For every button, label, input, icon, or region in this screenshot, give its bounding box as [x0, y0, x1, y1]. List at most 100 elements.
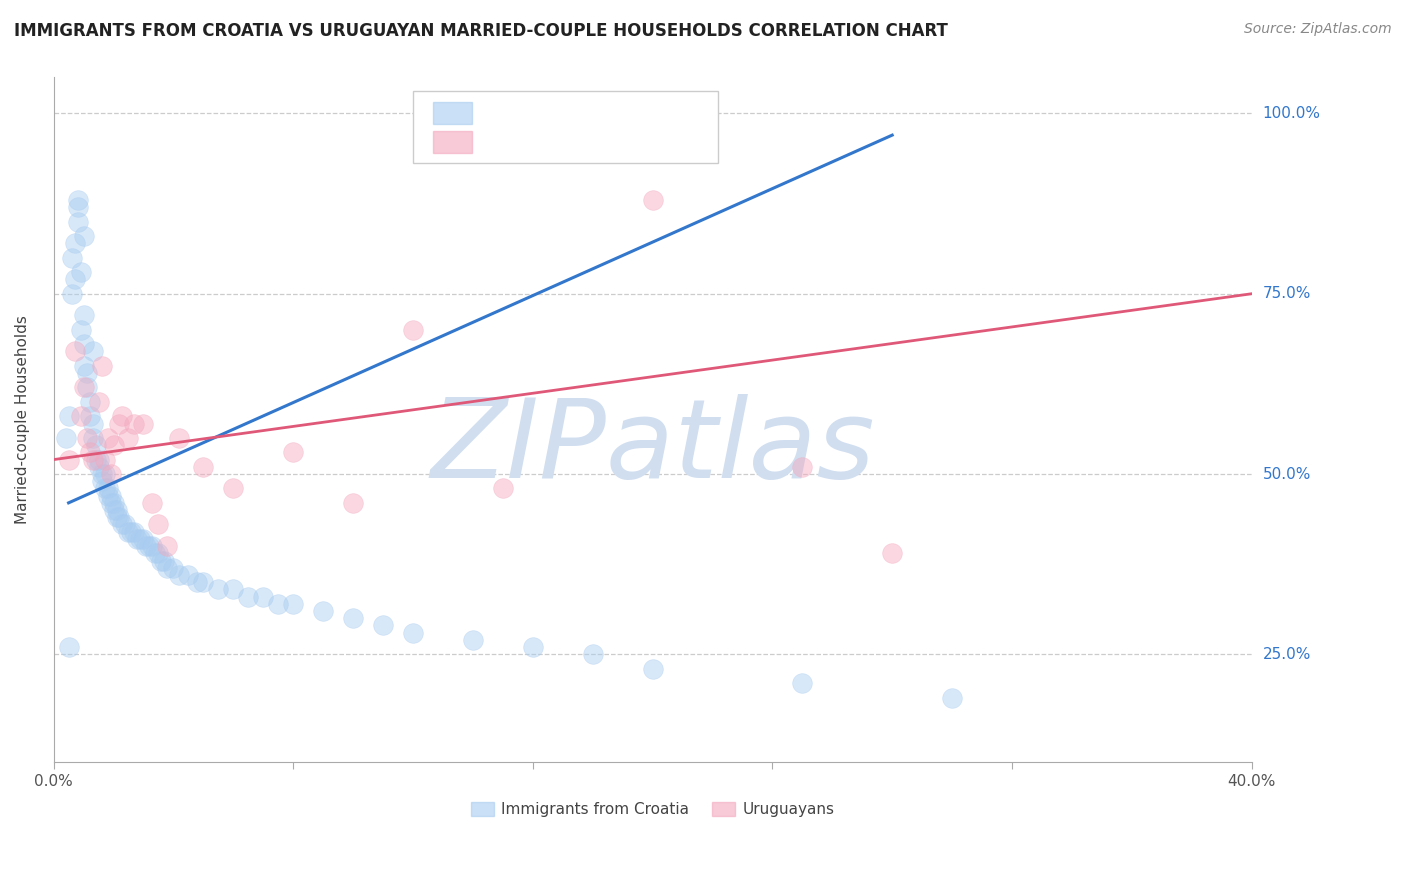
- Point: [76, 366, 98, 380]
- Point: [58, 452, 80, 467]
- Point: [641, 662, 664, 676]
- Point: [72, 309, 94, 323]
- Point: [941, 690, 963, 705]
- Point: [93, 482, 115, 496]
- Text: 50.0%: 50.0%: [1263, 467, 1310, 482]
- Point: [87, 459, 110, 474]
- Point: [79, 445, 101, 459]
- Text: N = 77: N = 77: [574, 103, 638, 122]
- Point: [117, 524, 139, 539]
- Point: [111, 409, 134, 424]
- Text: 75.0%: 75.0%: [1263, 286, 1310, 301]
- Point: [103, 503, 125, 517]
- Point: [792, 676, 814, 690]
- Point: [283, 597, 305, 611]
- Point: [492, 482, 515, 496]
- Point: [96, 431, 118, 445]
- Point: [148, 546, 170, 560]
- Point: [252, 590, 274, 604]
- Point: [87, 395, 110, 409]
- Point: [186, 575, 208, 590]
- Point: [60, 251, 83, 265]
- Point: [177, 568, 200, 582]
- Point: [72, 359, 94, 373]
- Point: [124, 417, 146, 431]
- Point: [222, 582, 245, 597]
- Point: [129, 532, 152, 546]
- Point: [76, 380, 98, 394]
- Point: [84, 452, 107, 467]
- Point: [69, 409, 91, 424]
- Point: [342, 611, 364, 625]
- FancyBboxPatch shape: [433, 131, 471, 153]
- Text: R = 0.436: R = 0.436: [484, 133, 578, 151]
- Point: [135, 539, 157, 553]
- Point: [222, 482, 245, 496]
- Point: [66, 200, 89, 214]
- Point: [82, 431, 104, 445]
- Point: [66, 214, 89, 228]
- Point: [63, 272, 86, 286]
- Text: ZIPatlas: ZIPatlas: [430, 394, 875, 500]
- Point: [169, 568, 191, 582]
- Point: [522, 640, 544, 654]
- Point: [84, 438, 107, 452]
- Point: [96, 489, 118, 503]
- Point: [193, 459, 215, 474]
- Point: [58, 409, 80, 424]
- Point: [93, 467, 115, 481]
- Point: [63, 344, 86, 359]
- Point: [641, 193, 664, 207]
- Point: [193, 575, 215, 590]
- Point: [207, 582, 229, 597]
- Point: [145, 546, 167, 560]
- Point: [90, 359, 112, 373]
- Point: [117, 431, 139, 445]
- Y-axis label: Married-couple Households: Married-couple Households: [15, 316, 30, 524]
- Point: [90, 474, 112, 488]
- Text: 100.0%: 100.0%: [1263, 106, 1320, 121]
- Point: [792, 459, 814, 474]
- Point: [76, 431, 98, 445]
- Point: [141, 539, 163, 553]
- Text: IMMIGRANTS FROM CROATIA VS URUGUAYAN MARRIED-COUPLE HOUSEHOLDS CORRELATION CHART: IMMIGRANTS FROM CROATIA VS URUGUAYAN MAR…: [14, 22, 948, 40]
- Point: [108, 417, 131, 431]
- Point: [60, 286, 83, 301]
- FancyBboxPatch shape: [433, 102, 471, 124]
- Point: [148, 517, 170, 532]
- Point: [283, 445, 305, 459]
- Point: [103, 438, 125, 452]
- Point: [79, 409, 101, 424]
- Point: [93, 452, 115, 467]
- Point: [100, 489, 122, 503]
- Point: [371, 618, 394, 632]
- Point: [82, 417, 104, 431]
- Point: [461, 632, 484, 647]
- Point: [312, 604, 335, 618]
- Point: [105, 510, 128, 524]
- Point: [69, 265, 91, 279]
- Point: [124, 524, 146, 539]
- Point: [72, 380, 94, 394]
- Point: [63, 236, 86, 251]
- Point: [111, 517, 134, 532]
- Text: Source: ZipAtlas.com: Source: ZipAtlas.com: [1244, 22, 1392, 37]
- Point: [162, 560, 184, 574]
- Point: [55, 431, 77, 445]
- Point: [132, 417, 155, 431]
- Point: [66, 193, 89, 207]
- Point: [402, 625, 425, 640]
- Point: [103, 496, 125, 510]
- Point: [108, 510, 131, 524]
- Point: [169, 431, 191, 445]
- Point: [150, 553, 173, 567]
- FancyBboxPatch shape: [413, 91, 718, 163]
- Point: [582, 647, 605, 661]
- Point: [82, 344, 104, 359]
- Text: N = 31: N = 31: [574, 133, 638, 151]
- Point: [87, 452, 110, 467]
- Point: [342, 496, 364, 510]
- Point: [79, 395, 101, 409]
- Text: R = 0.346: R = 0.346: [484, 103, 578, 122]
- Point: [69, 323, 91, 337]
